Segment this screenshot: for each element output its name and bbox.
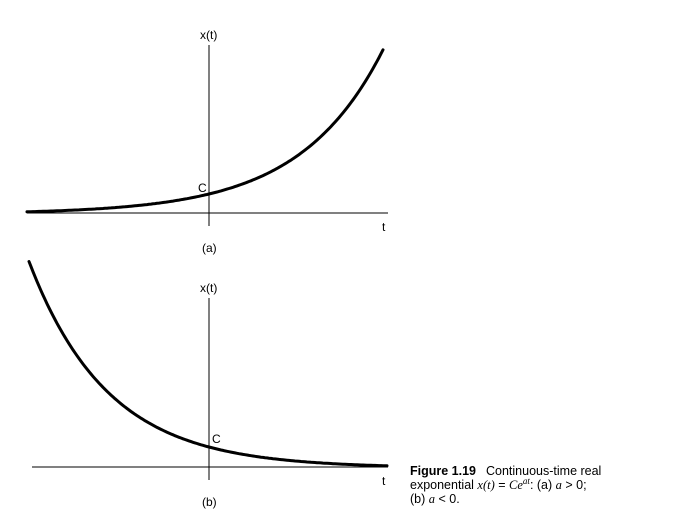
caption-text-2: exponential [410,478,478,492]
panel-b-y-axis-label: x(t) [200,281,217,295]
panel-a-sub-label: (a) [202,241,217,255]
figure-number: Figure 1.19 [410,464,476,478]
panel-a-exponential-curve [25,48,385,214]
panel-a-x-axis-label: t [382,220,386,234]
panel-a-y-axis-label: x(t) [200,28,217,42]
caption-equation-eq: = [494,478,510,492]
caption-line-3: (b) a < 0. [410,492,670,506]
panel-a: x(t) t C (a) [25,28,388,255]
figure-caption: Figure 1.19 Continuous-time real exponent… [410,464,670,506]
caption-line-1: Figure 1.19 Continuous-time real [410,464,670,478]
caption-equation-base: Ce [509,478,523,492]
panel-b-x-axis-label: t [382,474,386,488]
caption-text-b: (b) [410,492,429,506]
caption-cond-b-rel: < 0. [435,492,460,506]
caption-equation-lhs: x(t) [477,478,495,492]
caption-equation-exponent: at [522,475,530,486]
panel-b-exponential-curve [27,260,389,468]
panel-b-intercept-label: C [212,432,221,446]
caption-cond-a-rel: > 0; [561,478,587,492]
caption-line-2: exponential x(t) = Ceat: (a) a > 0; [410,475,670,492]
caption-cond-a-var: a [555,478,562,492]
panel-a-intercept-label: C [198,181,207,195]
caption-cond-b-var: a [428,492,435,506]
panel-b-sub-label: (b) [202,495,217,509]
caption-text-1: Continuous-time real [486,464,602,478]
panel-b: x(t) t C (b) [27,260,389,509]
caption-text-a: : (a) [529,478,556,492]
